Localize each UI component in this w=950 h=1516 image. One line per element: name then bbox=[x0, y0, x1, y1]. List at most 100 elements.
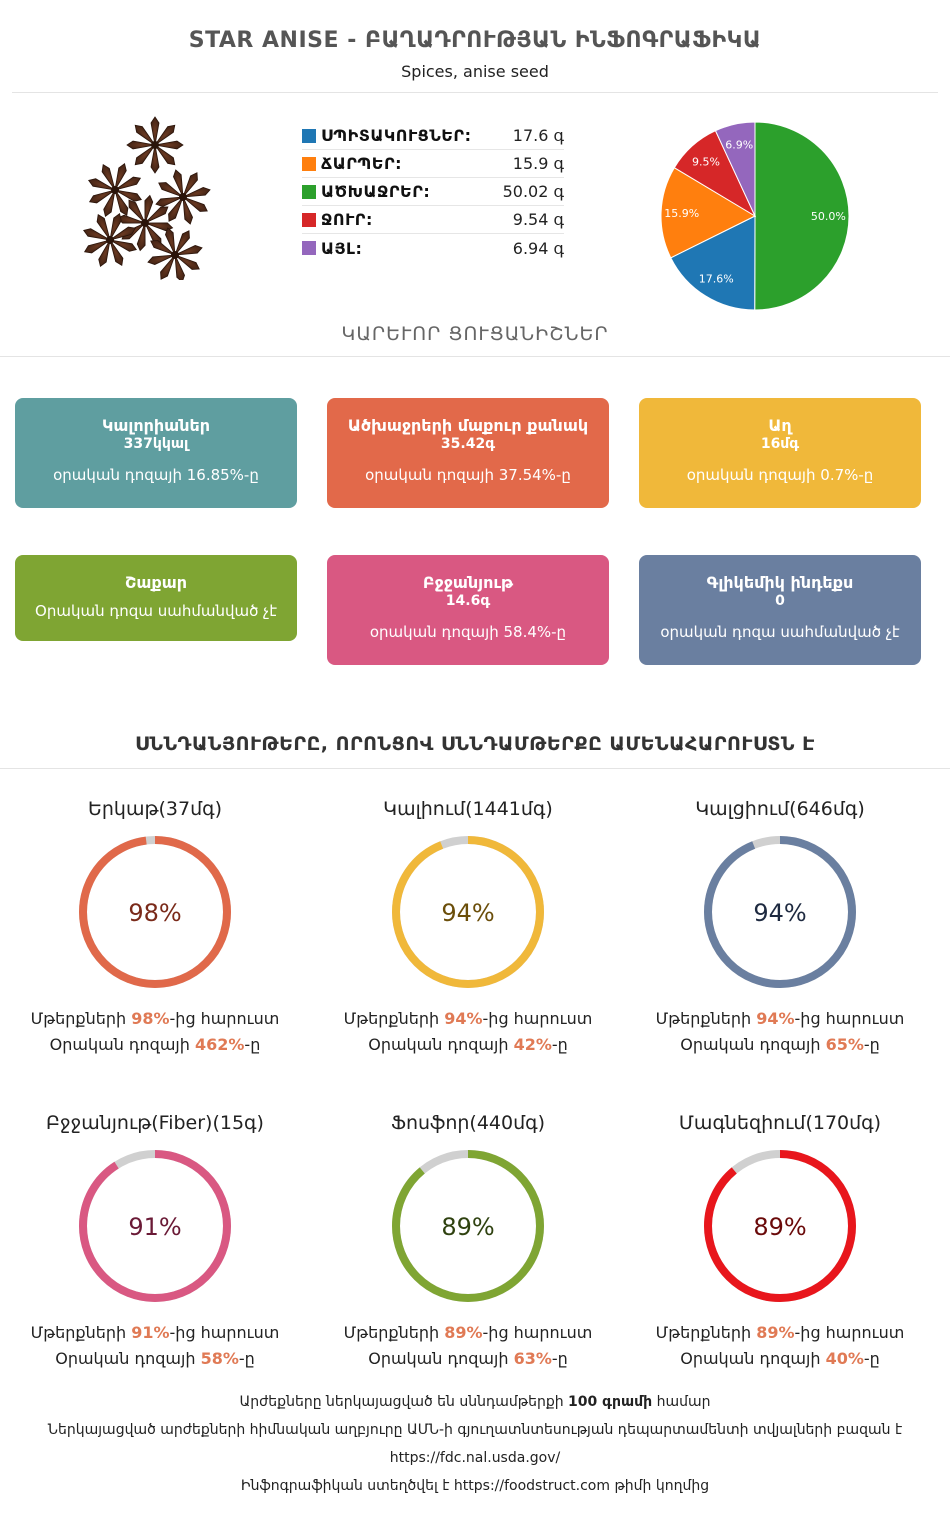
macro-label: ԱՅԼ: bbox=[321, 238, 363, 258]
card-title: Աղ bbox=[768, 416, 792, 435]
footer-text: Ինֆոգրաֆիկան ստեղծվել է bbox=[240, 1478, 454, 1494]
nutrient-donut: 98% bbox=[79, 836, 231, 988]
line-text: Մթերքների bbox=[655, 1009, 757, 1028]
line-text: -ը bbox=[551, 1349, 568, 1368]
line-text: Մթերքների bbox=[655, 1323, 757, 1342]
card-description: օրական դոզայի 0.7%-ը bbox=[686, 466, 874, 484]
donut-percent: 94% bbox=[441, 899, 494, 927]
footer-text: Արժեքները ներկայացված են սննդամթերքի bbox=[239, 1394, 569, 1410]
donut-percent: 94% bbox=[753, 899, 806, 927]
nutrient-name: Բջջանյութ(Fiber)(15գ) bbox=[46, 1112, 264, 1134]
macro-row: ԱԾԽԱՋՐԵՐ: 50.02 գ bbox=[302, 178, 564, 206]
macro-label: ՋՈՒՐ: bbox=[321, 210, 373, 229]
divider bbox=[0, 768, 950, 769]
macro-row: ՍՊԻՏԱԿՈՒՑՆԵՐ: 17.6 գ bbox=[302, 122, 564, 150]
card-description: Օրական դոզա սահմանված չէ bbox=[35, 602, 277, 620]
macro-label: ԱԾԽԱՋՐԵՐ: bbox=[321, 182, 431, 201]
indicator-card: Աղ 16մգ օրական դոզայի 0.7%-ը bbox=[639, 398, 921, 508]
nutrient-daily-line: Օրական դոզայի 462%-ը bbox=[5, 1032, 305, 1058]
highlight-value: 94% bbox=[756, 1009, 795, 1028]
card-title: Կալորիաներ bbox=[101, 416, 211, 435]
highlight-value: 40% bbox=[825, 1349, 864, 1368]
card-description: օրական դոզա սահմանված չէ bbox=[660, 623, 900, 641]
highlight-value: 89% bbox=[756, 1323, 795, 1342]
nutrient-daily-line: Օրական դոզայի 65%-ը bbox=[630, 1032, 930, 1058]
pie-slice bbox=[714, 121, 756, 217]
foodstruct-link[interactable]: https://foodstruct.com bbox=[453, 1478, 610, 1494]
macro-value: 15.9 գ bbox=[512, 154, 564, 173]
nutrient-item: Կալիում(1441մգ) 94% Մթերքների 94%-ից հարու… bbox=[318, 798, 618, 1058]
donut-arc bbox=[704, 836, 856, 988]
macro-label: ՍՊԻՏԱԿՈՒՑՆԵՐ: bbox=[321, 126, 472, 145]
nutrient-name: Ֆոսֆոր(440մգ) bbox=[390, 1112, 546, 1134]
footer-text: համար bbox=[652, 1394, 711, 1410]
line-text: Մթերքների bbox=[30, 1009, 132, 1028]
nutrient-daily-line: Օրական դոզայի 58%-ը bbox=[5, 1346, 305, 1372]
card-title: Գլիկեմիկ ինդեքս bbox=[706, 573, 854, 592]
line-text: -ից հարուստ bbox=[482, 1009, 593, 1028]
nutrient-name: Կալցիում(646մգ) bbox=[695, 798, 865, 820]
highlight-value: 65% bbox=[825, 1035, 864, 1054]
nutrient-name: Կալիում(1441մգ) bbox=[383, 798, 553, 820]
line-text: Մթերքների bbox=[30, 1323, 132, 1342]
line-text: Օրական դոզայի bbox=[368, 1035, 514, 1054]
line-text: -ից հարուստ bbox=[794, 1323, 905, 1342]
card-title: Շաքար bbox=[124, 573, 187, 592]
line-text: -ից հարուստ bbox=[169, 1323, 280, 1342]
nutrient-item: Կալցիում(646մգ) 94% Մթերքների 94%-ից հարու… bbox=[630, 798, 930, 1058]
line-text: Օրական դոզայի bbox=[680, 1349, 826, 1368]
legend-swatch bbox=[302, 212, 316, 227]
indicator-card: Բջջանյութ 14.6գ օրական դոզայի 58.4%-ը bbox=[327, 555, 609, 665]
card-value: 35.42գ bbox=[440, 436, 496, 452]
card-value: 16մգ bbox=[760, 436, 800, 452]
line-text: -ը bbox=[551, 1035, 568, 1054]
indicator-card: Գլիկեմիկ ինդեքս 0 օրական դոզա սահմանված չէ bbox=[639, 555, 921, 665]
nutrient-donut: 94% bbox=[704, 836, 856, 988]
legend-swatch bbox=[302, 241, 316, 255]
card-description: օրական դոզայի 16.85%-ը bbox=[53, 466, 259, 484]
card-value: 14.6գ bbox=[445, 593, 491, 609]
footer-note: Արժեքները ներկայացված են սննդամթերքի 100… bbox=[0, 1394, 950, 1410]
nutrient-daily-line: Օրական դոզայի 42%-ը bbox=[318, 1032, 618, 1058]
macro-row: ՃԱՐՊԵՐ: 15.9 գ bbox=[302, 150, 564, 178]
nutrient-item: Մագնեզիում(170մգ) 89% Մթերքների 89%-ից հար… bbox=[630, 1112, 930, 1372]
donut-arc bbox=[79, 1150, 231, 1302]
line-text: Օրական դոզայի bbox=[368, 1349, 514, 1368]
rich-nutrients-title: ՍՆՆԴԱՆՅՈՒԹԵՐԸ, ՈՐՈՆՑՈՎ ՍՆՆԴԱՄԹԵՐՔԸ ԱՄԵՆԱ… bbox=[135, 733, 815, 755]
card-title: Ածխաջրերի մաքուր քանակ bbox=[347, 416, 589, 435]
nutrient-donut: 89% bbox=[392, 1150, 544, 1302]
donut-percent: 89% bbox=[753, 1213, 806, 1241]
line-text: Օրական դոզայի bbox=[55, 1349, 201, 1368]
donut-percent: 98% bbox=[128, 899, 181, 927]
legend-swatch bbox=[302, 128, 316, 143]
indicator-card: Ածխաջրերի մաքուր քանակ 35.42գ օրական դոզայ… bbox=[327, 398, 609, 508]
nutrient-item: Երկաթ(37մգ) 98% Մթերքների 98%-ից հարուստ Օր… bbox=[5, 798, 305, 1058]
line-text: Օրական դոզայի bbox=[49, 1035, 195, 1054]
donut-arc bbox=[79, 836, 231, 988]
donut-percent: 91% bbox=[128, 1213, 181, 1241]
pie-label: 9.5% bbox=[692, 155, 720, 168]
nutrient-rich-line: Մթերքների 98%-ից հարուստ bbox=[5, 1006, 305, 1032]
footer-source-link[interactable]: https://fdc.nal.usda.gov/ bbox=[389, 1450, 561, 1466]
pie-slice bbox=[754, 121, 850, 311]
macro-value: 6.94 գ bbox=[512, 238, 564, 258]
nutrient-name: Երկաթ(37մգ) bbox=[87, 798, 223, 820]
nutrient-rich-line: Մթերքների 94%-ից հարուստ bbox=[318, 1006, 618, 1032]
indicator-card: Շաքար Օրական դոզա սահմանված չէ bbox=[15, 555, 297, 641]
line-text: -ը bbox=[863, 1035, 880, 1054]
nutrient-item: Բջջանյութ(Fiber)(15գ) 91% Մթերքների 91%-ից… bbox=[5, 1112, 305, 1372]
macro-value: 17.6 գ bbox=[512, 126, 564, 145]
nutrient-item: Ֆոսֆոր(440մգ) 89% Մթերքների 89%-ից հարուստ… bbox=[318, 1112, 618, 1372]
line-text: -ից հարուստ bbox=[169, 1009, 280, 1028]
footer-text: թիմի կողմից bbox=[610, 1478, 710, 1494]
line-text: -ից հարուստ bbox=[794, 1009, 905, 1028]
highlight-value: 63% bbox=[513, 1349, 552, 1368]
nutrient-daily-line: Օրական դոզայի 63%-ը bbox=[318, 1346, 618, 1372]
macro-label: ՃԱՐՊԵՐ: bbox=[321, 154, 403, 173]
macro-row: ՋՈՒՐ: 9.54 գ bbox=[302, 206, 564, 234]
card-value: 0 bbox=[775, 593, 785, 609]
indicator-card: Կալորիաներ 337կկալ օրական դոզայի 16.85%-ը bbox=[15, 398, 297, 508]
footer-source: Ներկայացված արժեքների հիմնական աղբյուրը … bbox=[47, 1422, 903, 1438]
legend-swatch bbox=[302, 156, 316, 171]
macro-value: 50.02 գ bbox=[502, 182, 564, 201]
